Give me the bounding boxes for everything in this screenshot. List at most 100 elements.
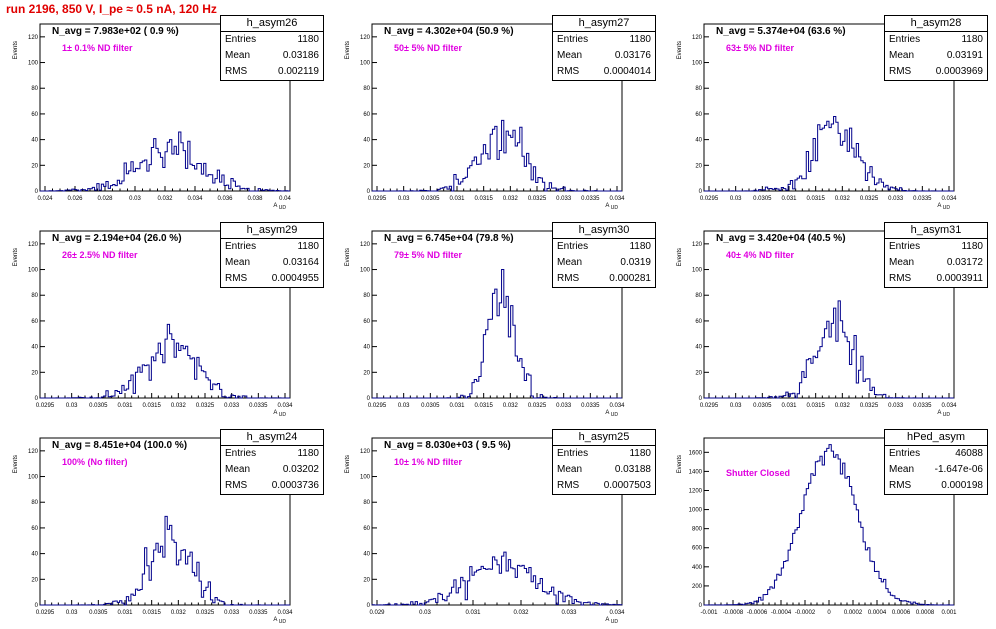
x-tick-label: 0.034 [609, 610, 625, 616]
stats-box: h_asym27 Entries 1180 Mean 0.03176 RMS 0.00040… [552, 15, 656, 81]
stat-row-rms: RMS 0.0003911 [885, 271, 987, 287]
x-axis-title: A UD [937, 203, 950, 211]
y-tick-label: 80 [31, 86, 38, 92]
x-tick-label: 0.0315 [142, 403, 161, 409]
y-tick-label: 120 [28, 242, 39, 248]
y-tick-label: 60 [31, 319, 38, 325]
stat-row-entries: Entries 46088 [885, 446, 987, 462]
x-tick-label: 0.034 [941, 403, 957, 409]
x-tick-label: 0.024 [37, 196, 53, 202]
stat-label: RMS [557, 273, 580, 284]
y-tick-label: 40 [31, 552, 38, 558]
n-avg-label: N_avg = 7.983e+02 ( 0.9 %) [52, 26, 179, 37]
stat-value: 0.0003736 [271, 480, 319, 491]
stat-label: Entries [889, 34, 921, 45]
stat-row-mean: Mean -1.647e-06 [885, 462, 987, 478]
x-tick-label: 0.031 [449, 196, 465, 202]
x-tick-label: 0.0295 [368, 196, 387, 202]
y-tick-label: 120 [28, 35, 39, 41]
y-axis-title: Events [13, 41, 19, 59]
stat-value: 46088 [955, 448, 983, 459]
y-tick-label: 100 [28, 268, 39, 274]
filter-label: 79± 5% ND filter [394, 250, 462, 260]
x-tick-label: 0.0295 [700, 196, 719, 202]
stats-box: h_asym29 Entries 1180 Mean 0.03164 RMS 0.00049… [220, 222, 324, 288]
stat-row-mean: Mean 0.0319 [553, 255, 655, 271]
y-tick-label: 120 [692, 242, 703, 248]
y-tick-label: 100 [28, 61, 39, 67]
y-tick-label: 20 [31, 163, 38, 169]
x-tick-label: 0.0305 [421, 196, 440, 202]
x-axis-title: A UD [273, 203, 286, 211]
x-tick-label: 0.0325 [196, 610, 215, 616]
x-tick-label: 0.03 [129, 196, 141, 202]
x-axis-title: A UD [605, 617, 618, 625]
stat-row-entries: Entries 1180 [553, 32, 655, 48]
histogram-plot: 0.0295 0.03 0.0305 0.031 0.0315 0.032 0.0325 0.… [677, 230, 957, 418]
stats-box: hPed_asym Entries 46088 Mean -1.647e-06 RMS 0.… [884, 429, 988, 495]
y-tick-label: 80 [695, 86, 702, 92]
n-avg-label: N_avg = 3.420e+04 (40.5 %) [716, 233, 846, 244]
stats-box: h_asym25 Entries 1180 Mean 0.03188 RMS 0.00075… [552, 429, 656, 495]
x-tick-label: 0.0004 [868, 610, 887, 616]
x-tick-label: 0.0315 [806, 403, 825, 409]
x-tick-label: 0.0315 [806, 196, 825, 202]
y-tick-label: 60 [695, 319, 702, 325]
y-tick-label: 20 [363, 577, 370, 583]
y-tick-label: 800 [692, 527, 703, 533]
y-tick-label: 120 [28, 449, 39, 455]
n-avg-label: N_avg = 6.745e+04 (79.8 %) [384, 233, 514, 244]
stat-label: Mean [557, 50, 583, 61]
y-tick-label: 60 [363, 526, 370, 532]
stat-value: 1180 [629, 34, 651, 45]
stat-label: Entries [557, 34, 589, 45]
y-axis-title: Events [345, 41, 351, 59]
filter-label: 63± 5% ND filter [726, 43, 794, 53]
x-tick-label: -0.0006 [747, 610, 768, 616]
x-tick-label: 0.032 [157, 196, 173, 202]
stat-value: 1180 [961, 241, 983, 252]
x-tick-label: 0.034 [277, 403, 293, 409]
filter-label: 50± 5% ND filter [394, 43, 462, 53]
filter-label: Shutter Closed [726, 468, 791, 478]
histogram-name: h_asym29 [221, 223, 323, 239]
x-tick-label: 0.036 [217, 196, 233, 202]
y-tick-label: 20 [695, 163, 702, 169]
y-tick-label: 0 [699, 603, 703, 609]
histogram-panel: 0.0295 0.03 0.0305 0.031 0.0315 0.032 0.0325 0.… [664, 8, 996, 215]
x-tick-label: 0.0305 [753, 196, 772, 202]
histogram-name: h_asym30 [553, 223, 655, 239]
stat-label: Mean [889, 464, 915, 475]
y-tick-label: 100 [360, 268, 371, 274]
stat-row-mean: Mean 0.03191 [885, 48, 987, 64]
stat-value: 1180 [629, 241, 651, 252]
histogram-panel: 0.029 0.03 0.031 0.032 0.033 0.034 0 20 40 60 80 10… [332, 422, 664, 629]
x-tick-label: 0.033 [556, 196, 572, 202]
y-axis-title: Events [345, 248, 351, 266]
stat-value: -1.647e-06 [934, 464, 983, 475]
n-avg-label: N_avg = 4.302e+04 (50.9 %) [384, 26, 514, 37]
x-tick-label: 0.03 [66, 403, 78, 409]
x-tick-label: 0.0335 [249, 403, 268, 409]
y-tick-label: 0 [367, 396, 371, 402]
stat-value: 0.0319 [620, 257, 651, 268]
stat-value: 0.03191 [946, 50, 983, 61]
x-tick-label: 0.0325 [860, 196, 879, 202]
y-tick-label: 60 [31, 112, 38, 118]
x-tick-label: 0.034 [187, 196, 203, 202]
stat-label: RMS [557, 480, 580, 491]
n-avg-label: N_avg = 2.194e+04 (26.0 %) [52, 233, 182, 244]
x-tick-label: 0.03 [730, 196, 742, 202]
y-axis-title: Events [677, 41, 683, 59]
histogram-series [371, 119, 622, 192]
stat-value: 0.002119 [278, 66, 319, 77]
stat-label: Mean [557, 257, 583, 268]
y-tick-label: 1200 [689, 488, 703, 494]
histogram-plot: 0.0295 0.03 0.0305 0.031 0.0315 0.032 0.0325 0.… [677, 23, 957, 211]
x-tick-label: 0.032 [835, 196, 851, 202]
histogram-series [372, 269, 622, 399]
x-tick-label: 0.038 [247, 196, 263, 202]
histogram-name: h_asym25 [553, 430, 655, 446]
x-axis-title: A UD [273, 410, 286, 418]
y-tick-label: 100 [360, 61, 371, 67]
